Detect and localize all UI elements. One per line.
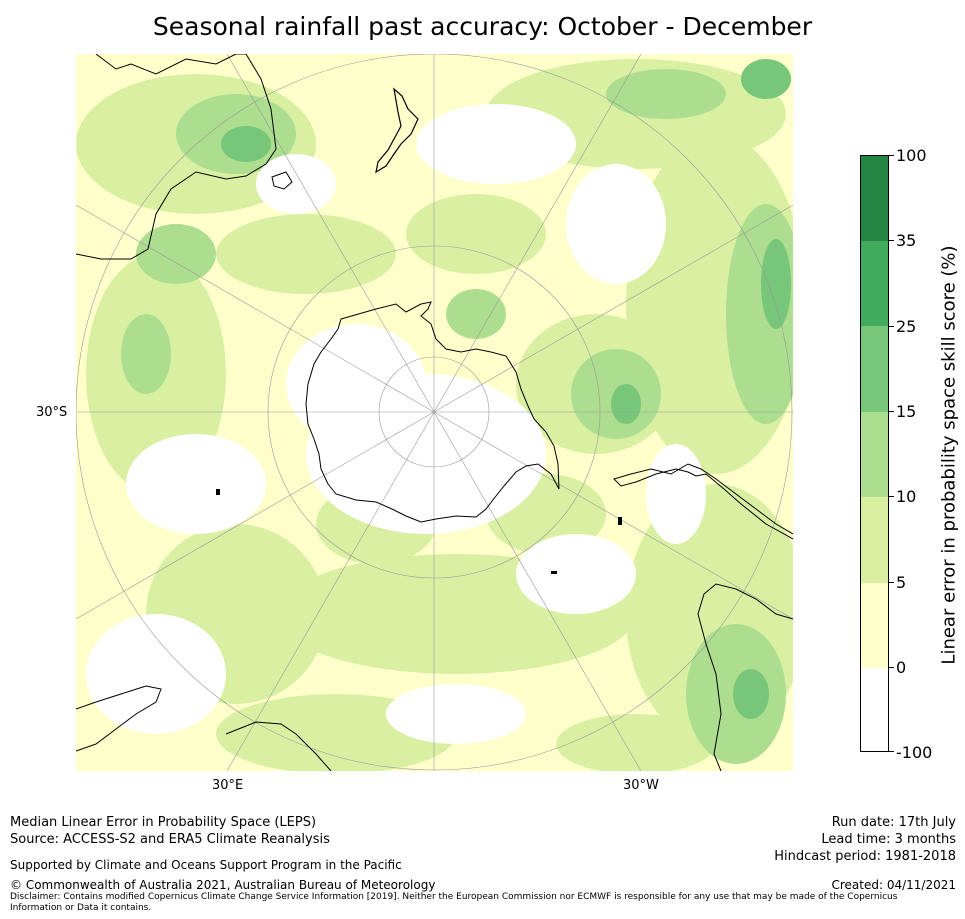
colorbar-tick: -100 [896,743,933,762]
colorbar-tick: 0 [896,658,907,677]
new-zealand-outline [375,87,419,174]
colorbar-tick: 10 [896,487,917,506]
lat-label-30s: 30°S [36,405,68,420]
footer-run-date: Run date: 17th July [831,815,956,830]
antarctica-outline [305,301,560,523]
lon-label-30e: 30°E [212,778,244,793]
colorbar-bin-15-25 [861,326,888,412]
colorbar-bin-negative [861,668,888,751]
south-america-east-coast [697,583,793,771]
island-kerguelen [216,489,220,495]
colorbar-tick: 100 [896,146,927,165]
colorbar-bin-10-15 [861,412,888,497]
footer-disclaimer-1: Disclaimer: Contains modified Copernicus… [10,892,898,902]
colorbar [860,155,889,752]
colorbar-bin-0-5 [861,583,888,668]
footer-source: Source: ACCESS-S2 and ERA5 Climate Reana… [10,832,330,847]
island-falklands [618,517,622,525]
colorbar-bin-35-100 [861,156,888,241]
skill-patches-15-25 [221,59,791,719]
graticule [76,54,793,771]
island-south-georgia [551,571,557,574]
colorbar-bin-5-10 [861,497,888,583]
footer-hindcast: Hindcast period: 1981-2018 [774,849,956,864]
footer-created: Created: 04/11/2021 [831,878,956,892]
africa-outline [76,685,162,752]
footer-method: Median Linear Error in Probability Space… [10,815,317,830]
colorbar-label: Linear error in probability space skill … [938,245,960,665]
map-title: Seasonal rainfall past accuracy: October… [152,12,813,41]
australia-outline [76,54,277,260]
madagascar-outline [225,721,332,771]
skill-patches-negative [86,104,706,744]
footer-disclaimer-2: Information or Data it contains. [10,903,152,913]
colorbar-bin-25-35 [861,241,888,326]
colorbar-tick: 35 [896,231,917,250]
colorbar-tick: 25 [896,317,917,336]
polar-map [76,54,793,771]
footer-lead-time: Lead time: 3 months [821,832,956,847]
map-canvas [76,54,793,771]
footer-support: Supported by Climate and Oceans Support … [10,858,402,872]
colorbar-tick: 15 [896,402,917,421]
south-america-outline [613,463,793,540]
lon-label-30w: 30°W [623,778,659,793]
tasmania-outline [271,171,293,190]
footer-copyright: © Commonwealth of Australia 2021, Austra… [10,878,436,892]
colorbar-tick: 5 [896,573,907,592]
